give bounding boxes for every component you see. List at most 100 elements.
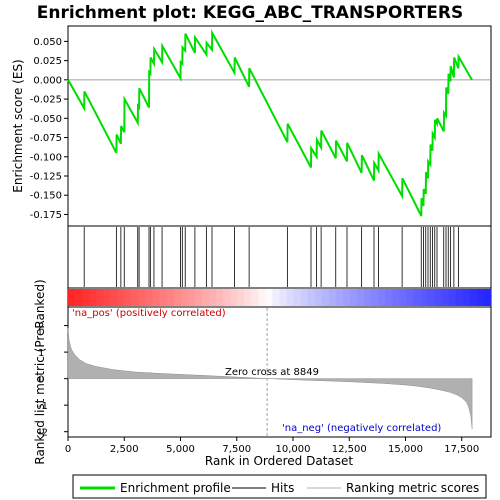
hits-panel-frame (67, 225, 492, 289)
colorbar-segment (279, 289, 288, 306)
colorbar-segment (244, 289, 252, 306)
colorbar-segment (82, 289, 90, 306)
hit-lines-group (83, 227, 459, 287)
colorbar-segment (420, 289, 429, 306)
colorbar-segment (441, 289, 450, 306)
colorbar-segment (342, 289, 351, 306)
zero-cross-label: Zero cross at 8849 (225, 367, 319, 378)
es-y-tick-label: -0.050 (30, 114, 62, 125)
legend-ranking-metric: Ranking metric scores (346, 481, 479, 495)
colorbar-segment (364, 289, 372, 306)
legend-hits: Hits (271, 481, 294, 495)
colorbar-segment (209, 289, 217, 306)
x-tick-label: 2,500 (110, 444, 139, 455)
colorbar-segment (350, 289, 358, 306)
colorbar-segment (448, 289, 457, 306)
colorbar-segment (434, 289, 443, 306)
es-curve-group (67, 29, 491, 217)
colorbar-segment (201, 289, 210, 306)
colorbar-segment (124, 289, 132, 306)
colorbar-segment (406, 289, 415, 306)
ranking-metric-area (67, 328, 473, 430)
colorbar-segment (399, 289, 407, 306)
colorbar-segment (89, 289, 97, 306)
es-y-tick-label: -0.025 (30, 95, 62, 106)
colorbar-segment (230, 289, 238, 306)
colorbar-segment (110, 289, 118, 306)
colorbar-segment (286, 289, 295, 306)
x-tick-label: 12,500 (332, 444, 367, 455)
colorbar-segment (194, 289, 203, 306)
positive-correlation-label: 'na_pos' (positively correlated) (72, 308, 226, 319)
colorbar-segment (237, 289, 245, 306)
x-tick-label: 7,500 (222, 444, 251, 455)
colorbar-segment (483, 289, 492, 306)
enrichment-profile-line (67, 29, 473, 217)
colorbar-segment (314, 289, 323, 306)
metric-y-tick-label: 2 (38, 322, 44, 333)
legend-box (72, 474, 487, 499)
x-axis-label: Rank in Ordered Dataset (205, 454, 353, 468)
metric-y-tick-label: -2 (38, 428, 48, 439)
colorbar-segment (335, 289, 344, 306)
colorbar-segment (385, 289, 393, 306)
es-y-axis-label: Enrichment score (ES) (11, 59, 25, 192)
es-y-tick-label: -0.075 (30, 133, 62, 144)
colorbar-segment (307, 289, 316, 306)
x-axis: 0 2,500 5,000 7,500 10,000 12,500 15,000 17,500 (65, 437, 479, 455)
colorbar-segment (152, 289, 161, 306)
colorbar-segment (413, 289, 422, 306)
x-tick-label: 10,000 (276, 444, 311, 455)
colorbar-segment (187, 289, 196, 306)
es-y-tick-label: 0.050 (33, 37, 62, 48)
legend-enrichment-profile: Enrichment profile (120, 481, 231, 495)
colorbar-segment (166, 289, 175, 306)
colorbar-segment (96, 289, 104, 306)
es-y-tick-label: -0.100 (30, 152, 62, 163)
colorbar-segment (357, 289, 365, 306)
colorbar-segment (103, 289, 111, 306)
colorbar-segment (272, 289, 281, 306)
x-tick-label: 0 (65, 444, 71, 455)
rank-colorbar (68, 289, 492, 306)
colorbar-segment (216, 289, 224, 306)
es-y-tick-label: 0.025 (33, 56, 62, 67)
colorbar-segment (159, 289, 168, 306)
chart-title: Enrichment plot: KEGG_ABC_TRANSPORTERS (37, 3, 463, 23)
colorbar-segment (117, 289, 125, 306)
es-y-axis: 0.050 0.025 0.000 -0.025 -0.050 -0.075 -0.100 -… (30, 37, 68, 221)
colorbar-segment (131, 289, 140, 306)
metric-y-tick-label: 0 (38, 375, 44, 386)
colorbar-segment (138, 289, 147, 306)
colorbar-segment (145, 289, 154, 306)
es-y-tick-label: -0.150 (30, 191, 62, 202)
es-y-tick-label: -0.175 (30, 210, 62, 221)
colorbar-segment (378, 289, 386, 306)
x-tick-label: 15,000 (388, 444, 423, 455)
colorbar-segment (455, 289, 464, 306)
colorbar-segment (469, 289, 478, 306)
es-y-tick-label: 0.000 (33, 75, 62, 86)
colorbar-segment (371, 289, 379, 306)
metric-y-axis-label: Ranked list metric (PreRanked) (33, 279, 47, 464)
colorbar-segment (223, 289, 231, 306)
colorbar-segment (462, 289, 471, 306)
colorbar-segment (392, 289, 400, 306)
metric-area-group (67, 308, 473, 436)
metric-y-axis: 2 1 0 -1 -2 (38, 322, 68, 439)
metric-y-tick-label: 1 (38, 348, 44, 359)
colorbar-segment (293, 289, 302, 306)
colorbar-segment (251, 289, 259, 306)
colorbar-segment (265, 289, 274, 306)
colorbar-segment (173, 289, 182, 306)
colorbar-segment (321, 289, 330, 306)
negative-correlation-label: 'na_neg' (negatively correlated) (282, 423, 441, 434)
es-y-tick-label: -0.125 (30, 172, 62, 183)
colorbar-segment (75, 289, 83, 306)
colorbar-segment (328, 289, 337, 306)
x-tick-label: 17,500 (444, 444, 479, 455)
colorbar-segment (258, 289, 266, 306)
colorbar-segment (180, 289, 189, 306)
colorbar-segment (68, 289, 76, 306)
